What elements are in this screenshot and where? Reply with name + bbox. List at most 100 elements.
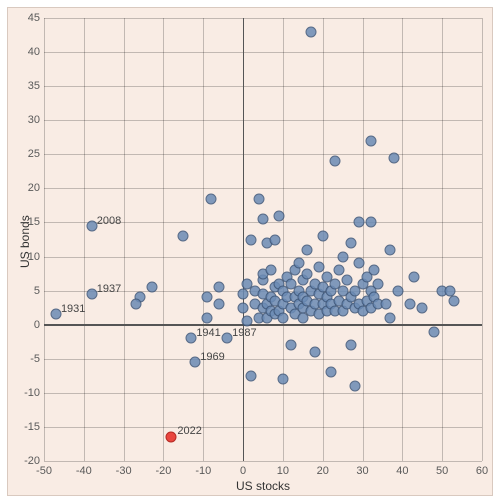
x-gridline bbox=[203, 18, 204, 461]
y-tick-label: 35 bbox=[12, 80, 40, 92]
scatter-point bbox=[353, 217, 364, 228]
x-gridline bbox=[84, 18, 85, 461]
scatter-point bbox=[373, 278, 384, 289]
y-gridline bbox=[44, 120, 482, 121]
scatter-point bbox=[345, 237, 356, 248]
point-label: 1931 bbox=[61, 303, 85, 315]
point-label: 2008 bbox=[97, 215, 121, 227]
scatter-point bbox=[238, 289, 249, 300]
point-label: 1937 bbox=[97, 283, 121, 295]
y-gridline bbox=[44, 154, 482, 155]
scatter-point bbox=[186, 333, 197, 344]
x-gridline bbox=[363, 18, 364, 461]
scatter-point bbox=[269, 234, 280, 245]
scatter-point bbox=[222, 333, 233, 344]
scatter-point bbox=[317, 231, 328, 242]
y-tick-label: 25 bbox=[12, 148, 40, 160]
y-gridline bbox=[44, 188, 482, 189]
x-gridline bbox=[442, 18, 443, 461]
y-tick-label: 20 bbox=[12, 182, 40, 194]
scatter-point bbox=[202, 292, 213, 303]
scatter-point bbox=[214, 299, 225, 310]
scatter-point bbox=[309, 346, 320, 357]
scatter-point bbox=[393, 285, 404, 296]
y-gridline bbox=[44, 359, 482, 360]
scatter-point bbox=[265, 265, 276, 276]
scatter-point bbox=[409, 271, 420, 282]
x-axis-label: US stocks bbox=[236, 479, 290, 493]
point-label: 1941 bbox=[196, 327, 220, 339]
x-tick-label: -30 bbox=[116, 465, 132, 477]
y-tick-label: -10 bbox=[12, 387, 40, 399]
y-tick-label: -5 bbox=[12, 353, 40, 365]
scatter-point bbox=[353, 258, 364, 269]
x-tick-label: 60 bbox=[476, 465, 488, 477]
scatter-point bbox=[405, 299, 416, 310]
scatter-point bbox=[146, 282, 157, 293]
scatter-point bbox=[333, 265, 344, 276]
scatter-point bbox=[365, 217, 376, 228]
scatter-point bbox=[178, 231, 189, 242]
scatter-point bbox=[293, 258, 304, 269]
scatter-point bbox=[238, 302, 249, 313]
scatter-point bbox=[385, 312, 396, 323]
y-gridline bbox=[44, 52, 482, 53]
y-gridline bbox=[44, 427, 482, 428]
scatter-point bbox=[258, 214, 269, 225]
scatter-point bbox=[349, 381, 360, 392]
y-tick-label: 10 bbox=[12, 251, 40, 263]
scatter-point bbox=[417, 302, 428, 313]
y-gridline bbox=[44, 257, 482, 258]
y-tick-label: -15 bbox=[12, 421, 40, 433]
scatter-chart: 1931193720081941196919872022 US bonds US… bbox=[7, 7, 493, 496]
x-tick-label: 50 bbox=[436, 465, 448, 477]
scatter-point bbox=[277, 312, 288, 323]
scatter-point bbox=[285, 340, 296, 351]
x-tick-label: -40 bbox=[76, 465, 92, 477]
scatter-point bbox=[341, 275, 352, 286]
scatter-point bbox=[130, 299, 141, 310]
scatter-point bbox=[206, 193, 217, 204]
scatter-point bbox=[337, 251, 348, 262]
y-zero-axis bbox=[243, 18, 245, 461]
y-tick-label: 45 bbox=[12, 12, 40, 24]
scatter-point bbox=[301, 268, 312, 279]
scatter-point bbox=[389, 152, 400, 163]
x-gridline bbox=[482, 18, 483, 461]
scatter-point bbox=[254, 193, 265, 204]
scatter-point bbox=[305, 26, 316, 37]
x-tick-label: 0 bbox=[240, 465, 246, 477]
x-tick-label: 40 bbox=[396, 465, 408, 477]
scatter-point bbox=[50, 309, 61, 320]
scatter-point-highlight bbox=[166, 432, 177, 443]
scatter-point bbox=[365, 135, 376, 146]
y-gridline bbox=[44, 461, 482, 462]
x-tick-label: 10 bbox=[277, 465, 289, 477]
x-gridline bbox=[402, 18, 403, 461]
x-gridline bbox=[124, 18, 125, 461]
scatter-point bbox=[246, 370, 257, 381]
y-tick-label: 30 bbox=[12, 114, 40, 126]
scatter-point bbox=[301, 244, 312, 255]
scatter-point bbox=[273, 210, 284, 221]
x-tick-label: 30 bbox=[356, 465, 368, 477]
scatter-point bbox=[313, 261, 324, 272]
x-zero-axis bbox=[44, 324, 482, 326]
x-gridline bbox=[163, 18, 164, 461]
y-tick-label: 0 bbox=[12, 319, 40, 331]
y-tick-label: -20 bbox=[12, 455, 40, 467]
scatter-point bbox=[202, 312, 213, 323]
y-tick-label: 5 bbox=[12, 285, 40, 297]
scatter-point bbox=[429, 326, 440, 337]
scatter-point bbox=[86, 220, 97, 231]
y-gridline bbox=[44, 86, 482, 87]
scatter-point bbox=[325, 367, 336, 378]
scatter-point bbox=[345, 340, 356, 351]
y-gridline bbox=[44, 393, 482, 394]
y-tick-label: 15 bbox=[12, 216, 40, 228]
x-tick-label: -20 bbox=[156, 465, 172, 477]
scatter-point bbox=[369, 265, 380, 276]
y-gridline bbox=[44, 18, 482, 19]
scatter-point bbox=[242, 316, 253, 327]
scatter-point bbox=[86, 289, 97, 300]
